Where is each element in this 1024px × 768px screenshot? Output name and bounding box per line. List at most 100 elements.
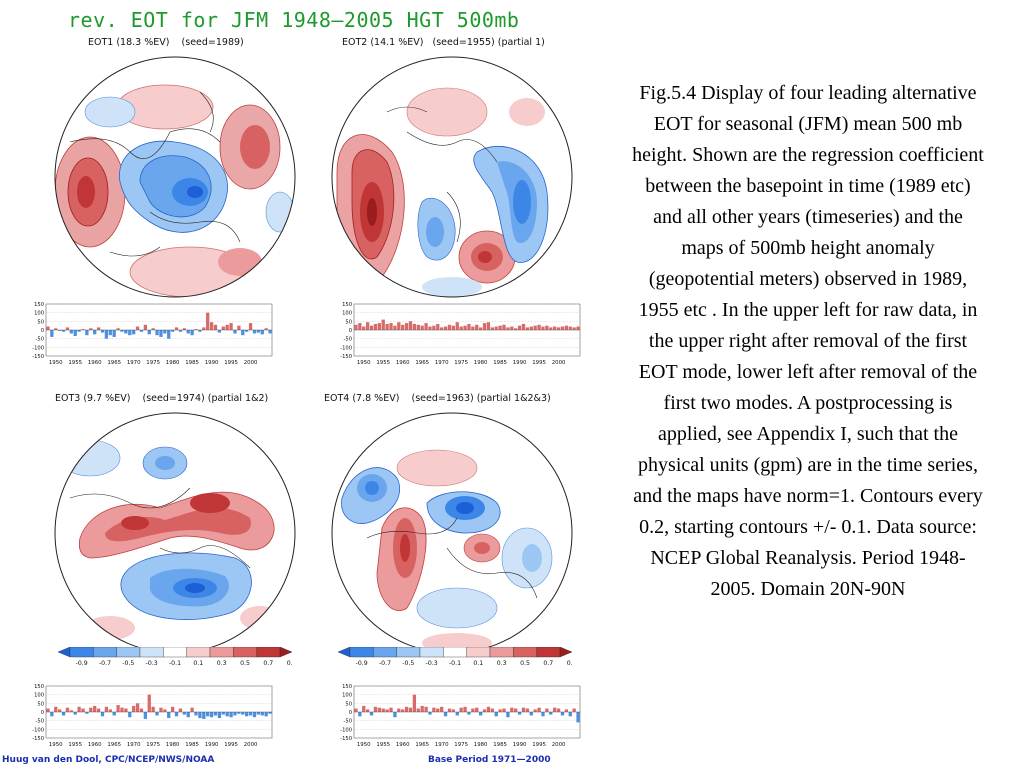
timeseries-bar xyxy=(475,707,479,712)
timeseries-bar xyxy=(186,330,190,334)
timeseries-bar xyxy=(65,707,70,712)
timeseries-bar xyxy=(178,330,183,332)
y-tick-label: 50 xyxy=(37,319,44,325)
timeseries-bar xyxy=(151,328,155,330)
x-tick-label: 1990 xyxy=(513,742,527,748)
timeseries-bar xyxy=(463,325,467,330)
timeseries-bar xyxy=(576,712,580,723)
timeseries-bar xyxy=(46,326,50,330)
timeseries-bar xyxy=(373,706,378,712)
timeseries-bar xyxy=(510,326,514,330)
colorbar-swatch xyxy=(536,647,561,658)
timeseries-bar xyxy=(143,324,148,330)
x-tick-label: 1975 xyxy=(454,360,468,366)
colorbar-swatch xyxy=(349,647,374,658)
timeseries-bar xyxy=(377,323,381,330)
y-tick-label: -150 xyxy=(340,354,352,360)
timeseries-bar xyxy=(525,708,530,712)
panel-label-eot3: EOT3 (9.7 %EV) (seed=1974) (partial 1&2) xyxy=(55,393,269,404)
timeseries-bar xyxy=(471,708,475,712)
timeseries-bar xyxy=(521,323,526,330)
timeseries-bar xyxy=(237,712,241,714)
timeseries-bar xyxy=(202,327,206,330)
y-tick-label: 150 xyxy=(342,302,352,308)
timeseries-bar xyxy=(478,712,483,716)
eot1-map xyxy=(54,56,296,298)
timeseries-bar xyxy=(416,324,420,330)
timeseries-bar xyxy=(560,712,565,716)
timeseries-bar xyxy=(373,323,378,330)
timeseries-bar xyxy=(100,330,105,333)
timeseries-bar xyxy=(533,325,537,330)
timeseries-bar xyxy=(506,327,510,330)
timeseries-bar xyxy=(135,326,140,330)
timeseries-bar xyxy=(369,712,374,716)
x-tick-label: 1975 xyxy=(146,360,160,366)
timeseries-bar xyxy=(560,326,565,330)
colorbar-tick-label: -0.1 xyxy=(169,660,181,667)
x-tick-label: 1980 xyxy=(474,742,488,748)
y-tick-label: 50 xyxy=(37,701,44,707)
timeseries-bar xyxy=(54,328,58,330)
timeseries-bar xyxy=(73,712,77,715)
timeseries-bar xyxy=(369,325,374,330)
timeseries-bar xyxy=(545,325,549,330)
timeseries-bar xyxy=(549,712,553,715)
timeseries-bar xyxy=(256,330,261,333)
timeseries-bar xyxy=(65,327,70,330)
x-tick-label: 1995 xyxy=(532,742,546,748)
timeseries-bar xyxy=(248,712,253,716)
timeseries-bar xyxy=(167,330,171,339)
timeseries-bar xyxy=(467,712,471,715)
timeseries-bar xyxy=(517,712,522,715)
colorbar-swatch xyxy=(209,647,234,658)
timeseries-bar xyxy=(354,324,358,330)
timeseries-bar xyxy=(225,324,229,330)
timeseries-bar xyxy=(553,326,557,330)
timeseries-bar xyxy=(167,712,171,719)
timeseries-bar xyxy=(553,707,557,712)
timeseries-bar xyxy=(147,694,151,712)
colorbar-tick-label: -0.9 xyxy=(356,660,368,667)
timeseries-bar xyxy=(564,325,569,330)
timeseries-bar xyxy=(241,712,245,715)
timeseries-bar xyxy=(54,706,58,712)
colorbar-tick-label: 0.9 xyxy=(567,660,572,667)
x-tick-label: 2000 xyxy=(244,360,258,366)
colorbar-swatch xyxy=(443,647,467,658)
timeseries-bar xyxy=(245,712,249,717)
y-tick-label: -150 xyxy=(340,736,352,742)
colorbar-tick-label: -0.3 xyxy=(426,660,438,667)
timeseries-bar xyxy=(182,328,186,330)
x-tick-label: 1985 xyxy=(493,742,507,748)
timeseries-bar xyxy=(486,322,491,330)
eot2-map xyxy=(331,56,573,298)
timeseries-bar xyxy=(112,712,116,716)
timeseries-bar xyxy=(494,326,498,330)
timeseries-bar xyxy=(537,707,541,712)
timeseries-bar xyxy=(568,326,572,330)
y-tick-label: 100 xyxy=(342,693,352,699)
eot3-map xyxy=(54,412,296,654)
x-tick-label: 1990 xyxy=(205,360,219,366)
timeseries-bar xyxy=(408,707,413,712)
timeseries-bar xyxy=(151,706,155,712)
timeseries-bar xyxy=(354,708,358,712)
timeseries-bar xyxy=(447,324,452,330)
timeseries-bar xyxy=(116,328,120,330)
y-tick-label: 150 xyxy=(34,302,44,308)
timeseries-bar xyxy=(428,712,432,715)
timeseries-bar xyxy=(50,330,54,337)
colorbar-tick-label: -0.5 xyxy=(122,660,134,667)
x-tick-label: 1975 xyxy=(454,742,468,748)
x-tick-label: 1965 xyxy=(415,360,429,366)
timeseries-bar xyxy=(397,322,401,330)
timeseries-bar xyxy=(381,319,385,330)
timeseries-bar xyxy=(365,322,370,330)
x-tick-label: 1980 xyxy=(166,742,180,748)
timeseries-bar xyxy=(268,712,272,714)
timeseries-bar xyxy=(514,708,518,712)
timeseries-bar xyxy=(163,709,167,712)
colorbar-swatch xyxy=(373,647,397,658)
timeseries-bar xyxy=(186,712,190,718)
